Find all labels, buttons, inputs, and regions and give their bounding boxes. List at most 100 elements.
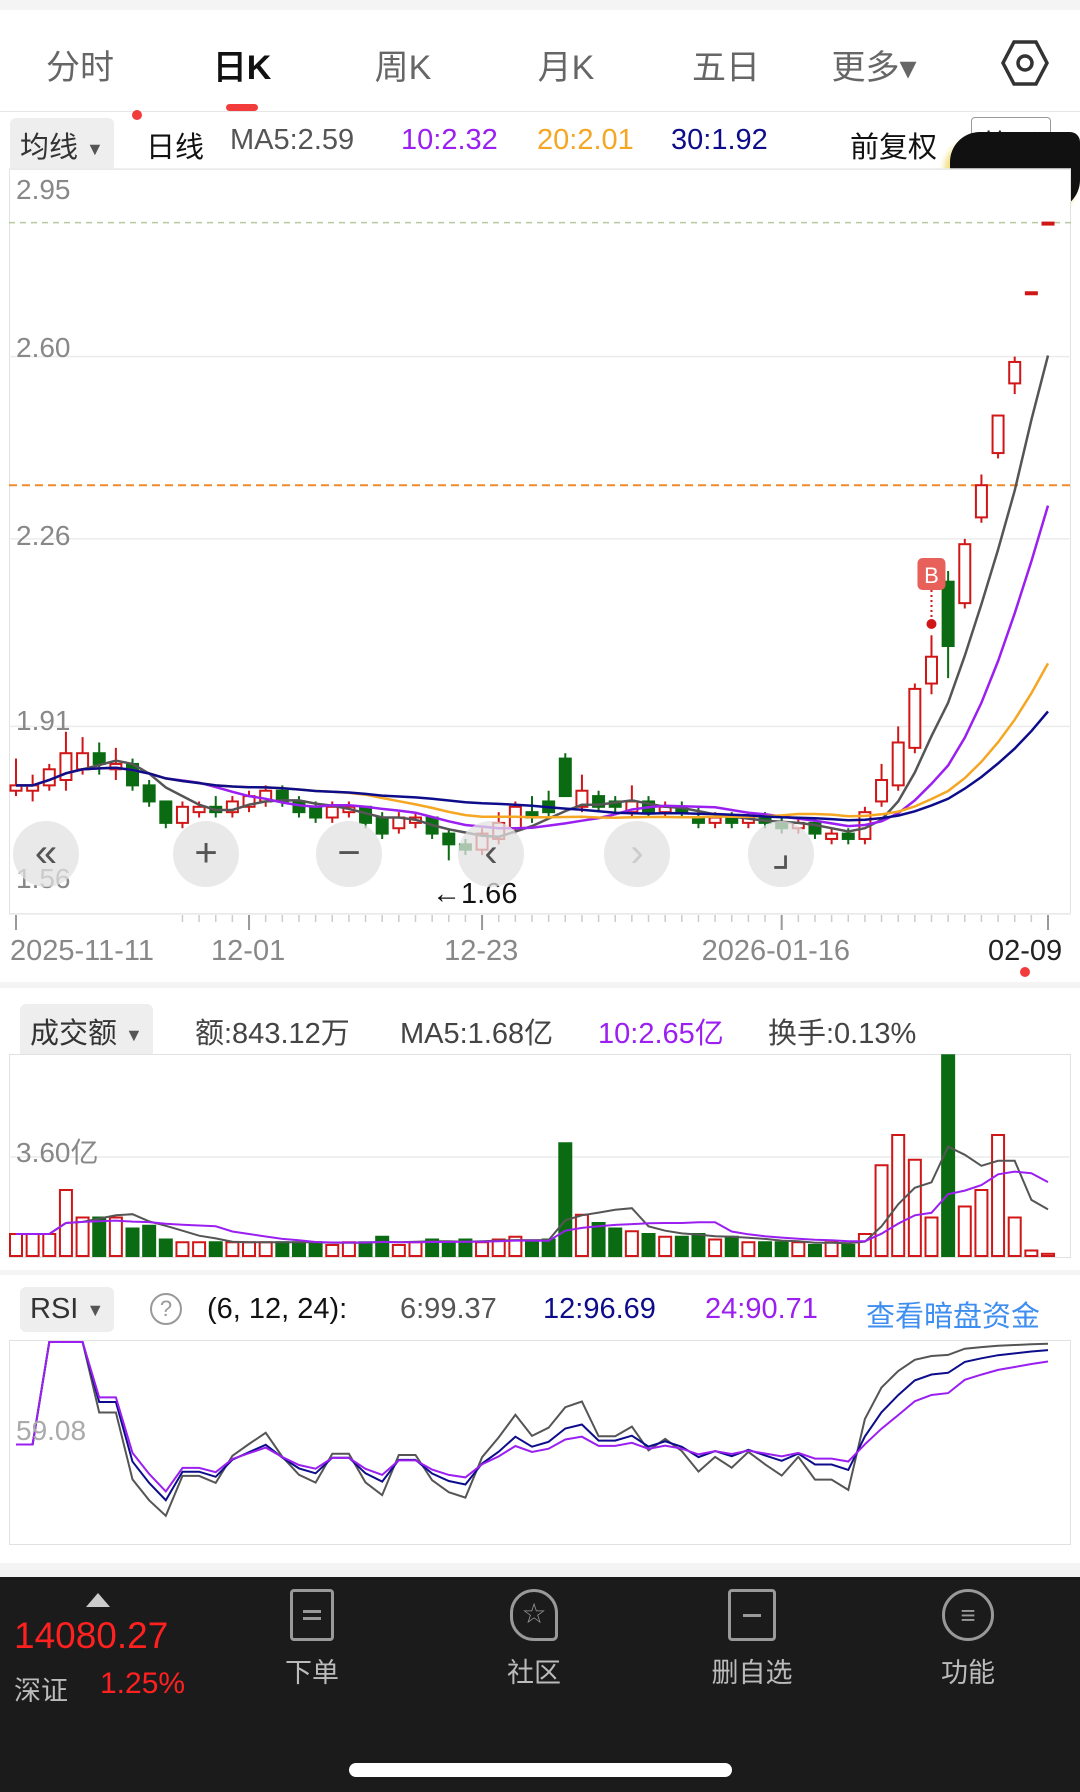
volume-bar <box>1007 1216 1022 1257</box>
index-value[interactable]: 14080.27 <box>14 1615 169 1656</box>
candle-body <box>92 752 106 765</box>
volume-bar <box>225 1241 240 1257</box>
candle-body <box>991 414 1005 455</box>
remove-watchlist-label: 删自选 <box>711 1658 793 1688</box>
ma20-line <box>16 662 1050 820</box>
volume-bar <box>258 1241 273 1257</box>
volume-bar <box>525 1241 539 1257</box>
price-label-4: 1.91 <box>16 705 71 736</box>
volume-bar <box>957 1205 972 1257</box>
volume-bar <box>708 1238 723 1257</box>
period-label: 日线 <box>146 132 205 164</box>
functions-button[interactable]: ≡ 功能 <box>898 1589 1038 1690</box>
indicator-selector[interactable]: 均线 ▼ <box>10 118 114 172</box>
buy-marker-dot <box>926 619 937 629</box>
functions-label: 功能 <box>941 1658 995 1688</box>
candle-body <box>325 805 339 819</box>
adjust-mode[interactable]: 前复权 <box>850 132 938 164</box>
volume-bar <box>541 1238 556 1257</box>
dark-pool-funds-link[interactable]: 查看暗盘资金 <box>866 1301 1041 1333</box>
date-label: 12-23 <box>444 935 519 967</box>
volume-bar <box>9 1233 23 1257</box>
dropdown-icon: ▼ <box>125 1024 143 1045</box>
volume-bar <box>824 1241 839 1257</box>
candle-body <box>875 779 889 803</box>
selector-label: RSI <box>30 1293 79 1325</box>
candle-body <box>142 784 156 803</box>
price-label-max: 2.95 <box>16 174 71 205</box>
scroll-right-button[interactable]: › <box>604 821 670 887</box>
volume-bar <box>791 1241 806 1257</box>
up-arrow-icon <box>86 1593 110 1607</box>
candle-body <box>924 655 938 685</box>
scroll-start-button[interactable]: « <box>13 821 79 887</box>
volume-bar <box>125 1227 140 1257</box>
price-label-3: 2.26 <box>16 520 71 551</box>
volume-bar <box>208 1241 223 1257</box>
active-tab-indicator <box>226 104 258 111</box>
question-circle-icon[interactable]: ? <box>150 1293 182 1325</box>
rsi6-value: 6:99.37 <box>400 1293 497 1325</box>
candle-body <box>309 805 323 819</box>
fullscreen-button[interactable]: ⌟ <box>748 821 814 887</box>
candle-body <box>1041 221 1055 226</box>
candle-body <box>941 580 955 648</box>
price-chart[interactable] <box>9 169 1071 914</box>
volume-bar <box>891 1134 906 1257</box>
volume-bar <box>558 1142 573 1257</box>
volume-bar <box>1024 1249 1039 1257</box>
volume-bar <box>658 1235 673 1257</box>
volume-bar <box>475 1241 490 1257</box>
rsi-indicator-selector[interactable]: RSI ▼ <box>20 1287 115 1332</box>
volume-bar <box>774 1241 789 1257</box>
tab-five-day[interactable]: 五日 <box>692 49 760 87</box>
volume-bar <box>807 1244 822 1257</box>
buy-marker-text: B <box>924 563 939 588</box>
buy-marker-badge <box>917 558 946 590</box>
period-tabs: 分时 日K 周K 月K 五日 更多▾ <box>0 10 1080 112</box>
candle-body <box>225 800 239 814</box>
ma30-line <box>16 710 1049 822</box>
volume-bar <box>974 1189 989 1257</box>
volume-bar <box>75 1216 90 1257</box>
scroll-left-button[interactable]: ‹ <box>458 821 524 887</box>
volume-bar <box>291 1241 306 1257</box>
volume-chart-canvas <box>9 1054 1071 1257</box>
zoom-out-button[interactable]: − <box>316 821 382 887</box>
volume-ma5: MA5:1.68亿 <box>400 1018 554 1050</box>
volume-bar <box>375 1235 390 1257</box>
settings-icon[interactable] <box>1000 38 1050 88</box>
community-button[interactable]: ☆ 社区 <box>464 1589 604 1690</box>
candle-body <box>375 816 389 835</box>
tab-weekly-k[interactable]: 周K <box>374 49 432 87</box>
zoom-in-button[interactable]: + <box>173 821 239 887</box>
candle-body <box>442 832 456 846</box>
chart-area: 均线 ▼ 日线 MA5:2.59 10:2.32 20:2.01 30:1.92 … <box>0 110 1080 982</box>
candle-body <box>908 687 922 749</box>
rsi24-line <box>16 1341 1049 1493</box>
volume-bar <box>42 1233 57 1257</box>
rsi6-line <box>16 1341 1049 1518</box>
tab-daily-k[interactable]: 日K <box>212 49 272 87</box>
volume-indicator-selector[interactable]: 成交额 ▼ <box>20 1004 153 1058</box>
volume-bar <box>192 1241 207 1257</box>
remove-watchlist-button[interactable]: 删自选 <box>682 1589 822 1690</box>
volume-bar <box>275 1241 290 1257</box>
candle-body <box>1008 360 1022 385</box>
candle-body <box>192 805 206 814</box>
tab-intraday[interactable]: 分时 <box>46 49 114 87</box>
tab-monthly-k[interactable]: 月K <box>537 49 595 87</box>
volume-bar <box>874 1164 889 1257</box>
candle-body <box>59 752 73 782</box>
candle-body <box>808 821 822 835</box>
order-button[interactable]: 下单 <box>242 1589 382 1690</box>
rsi24-value: 24:90.71 <box>705 1293 818 1325</box>
candle-body <box>974 484 988 519</box>
latest-date-dot <box>1020 967 1030 977</box>
date-label: 2025-11-11 <box>10 935 155 967</box>
volume-bar <box>608 1227 623 1257</box>
ma5-value: MA5:2.59 <box>230 124 355 156</box>
candle-body <box>558 757 572 798</box>
tab-more[interactable]: 更多▾ <box>831 49 917 87</box>
volume-ma10-line <box>16 1170 1049 1244</box>
